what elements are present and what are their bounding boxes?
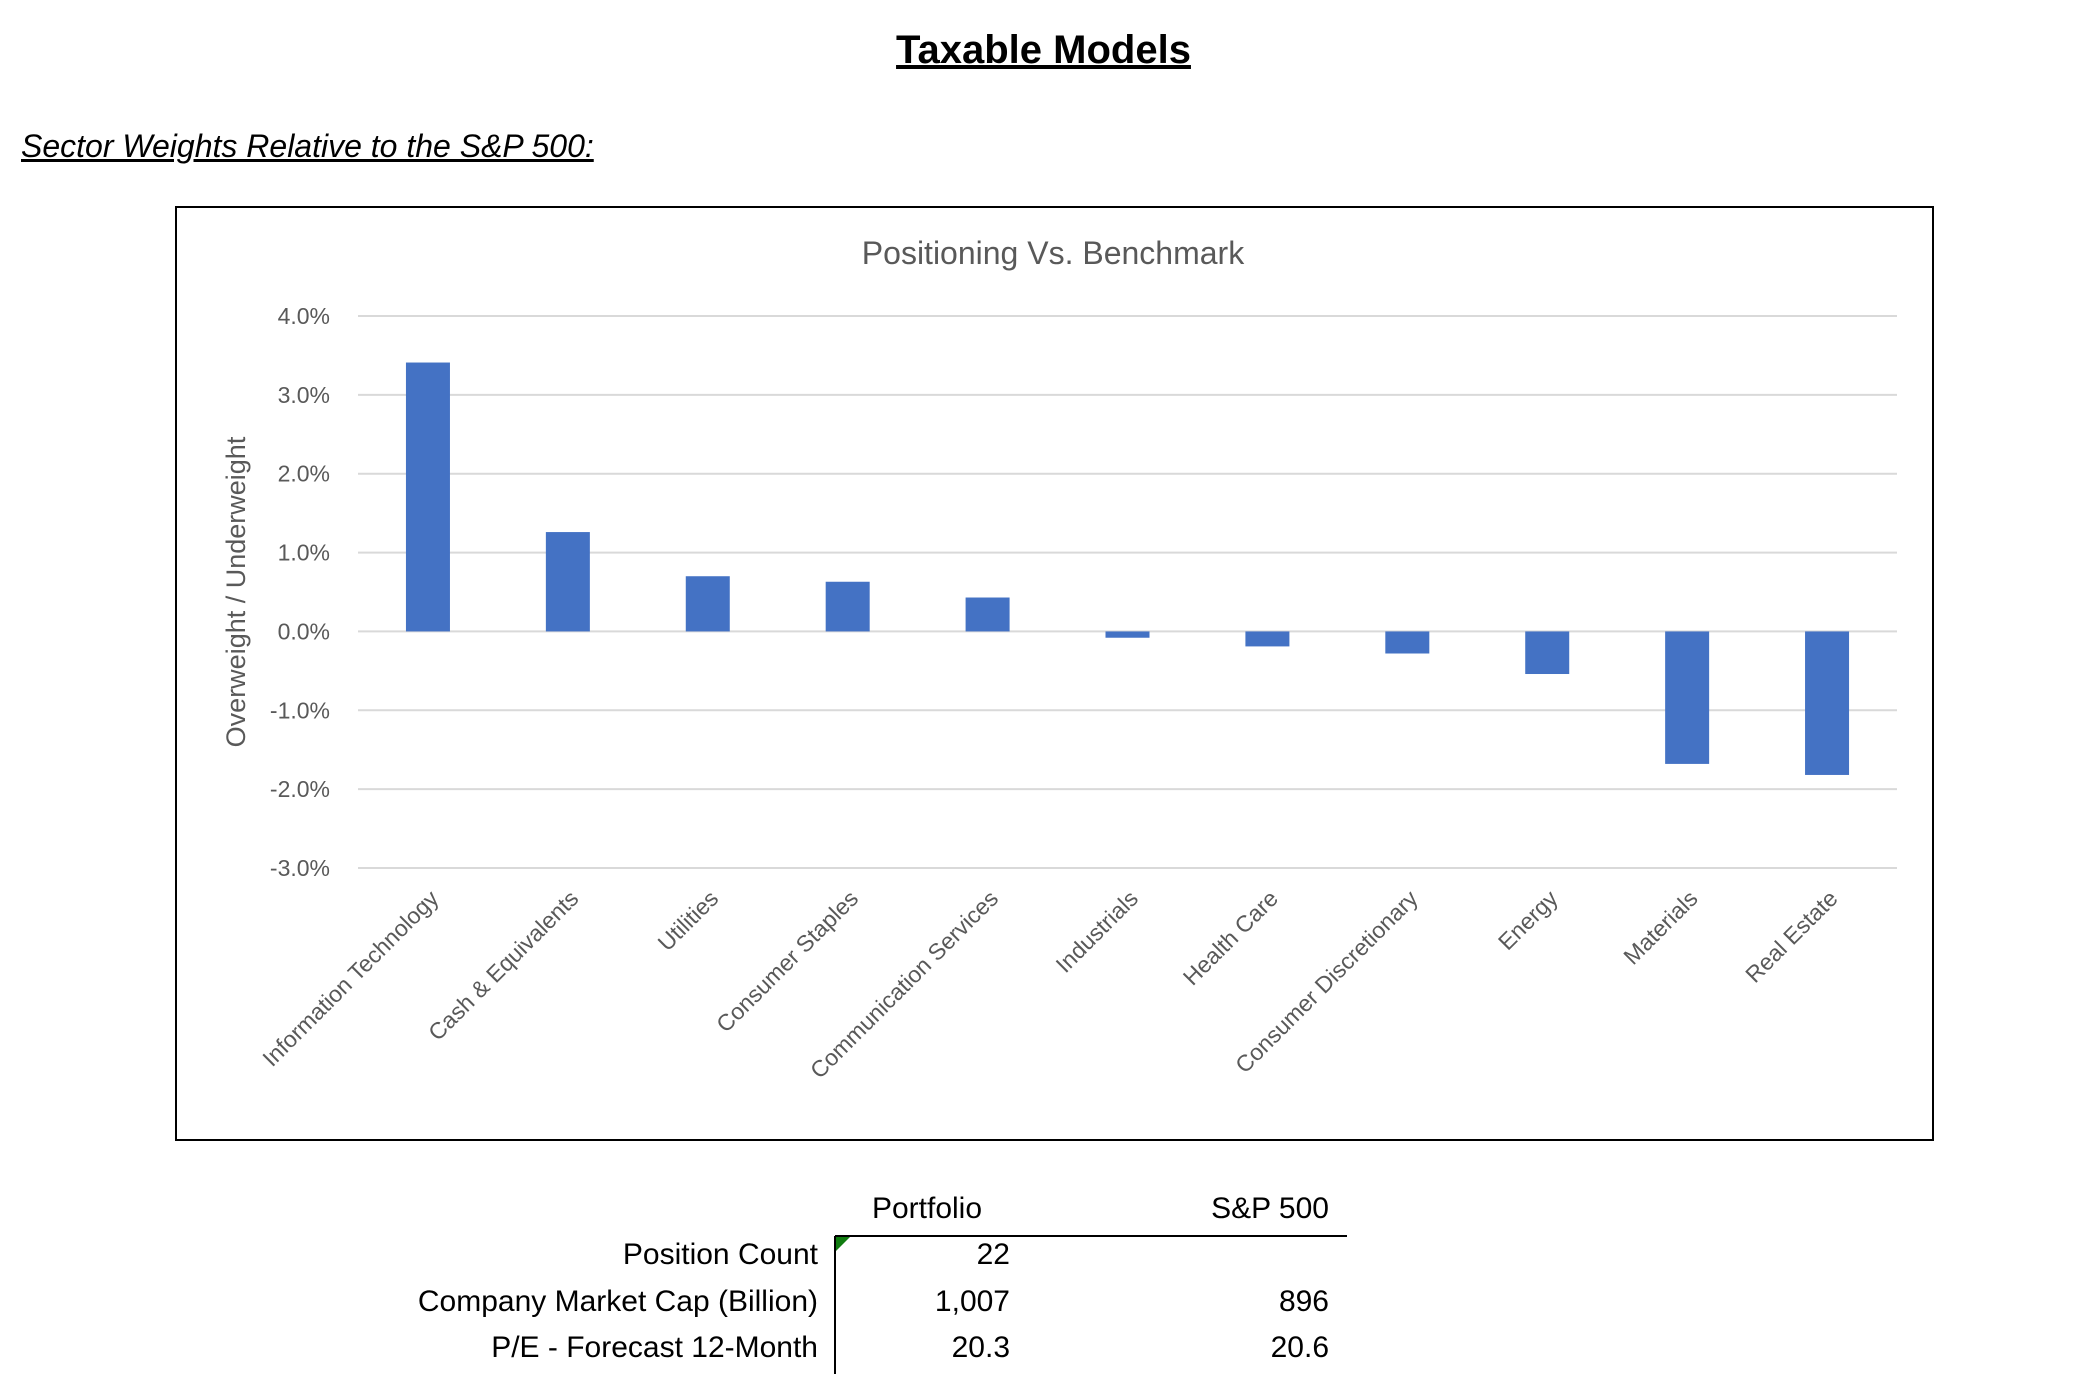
x-category-label: Energy [1493, 885, 1563, 955]
row-label-pe-forecast: P/E - Forecast 12-Month [491, 1331, 818, 1364]
x-category-label: Utilities [653, 885, 724, 956]
y-tick-label: -3.0% [270, 855, 330, 881]
bar [1245, 631, 1290, 647]
market-cap-portfolio: 1,007 [934, 1285, 1010, 1318]
bar [545, 532, 590, 632]
column-divider [834, 1236, 836, 1374]
bar [1385, 631, 1430, 654]
section-subtitle: Sector Weights Relative to the S&P 500: [21, 128, 594, 164]
pe-forecast-portfolio: 20.3 [951, 1331, 1010, 1364]
bar [1105, 631, 1150, 638]
bar [685, 576, 730, 632]
cell-comment-indicator-icon [836, 1237, 850, 1251]
x-category-label: Cash & Equivalents [423, 885, 583, 1045]
bar [1525, 631, 1570, 675]
y-tick-label: 3.0% [278, 382, 330, 408]
x-category-label: Information Technology [257, 885, 444, 1072]
row-label-market-cap: Company Market Cap (Billion) [417, 1285, 818, 1318]
y-tick-label: 0.0% [278, 618, 330, 644]
x-category-label: Real Estate [1740, 885, 1842, 987]
chart-title: Positioning Vs. Benchmark [862, 235, 1245, 271]
bar [1805, 631, 1850, 775]
y-tick-label: 1.0% [278, 540, 330, 566]
x-category-label: Health Care [1178, 885, 1283, 990]
x-category-label: Consumer Staples [711, 885, 863, 1037]
bar [965, 597, 1010, 632]
y-axis-label: Overweight / Underweight [221, 436, 251, 747]
position-count-portfolio: 22 [976, 1238, 1010, 1271]
row-label-position-count: Position Count [622, 1238, 818, 1271]
x-category-label: Industrials [1051, 885, 1144, 978]
chart-frame [175, 206, 1934, 1141]
bar [1665, 631, 1710, 764]
pe-forecast-sp500: 20.6 [1270, 1331, 1329, 1364]
x-category-label: Materials [1618, 885, 1702, 969]
y-tick-label: 4.0% [278, 303, 330, 329]
header-portfolio: Portfolio [871, 1192, 983, 1225]
market-cap-sp500: 896 [1278, 1285, 1329, 1318]
header-underline [835, 1235, 1347, 1237]
y-tick-label: 2.0% [278, 461, 330, 487]
page-title: Taxable Models [0, 28, 2087, 73]
header-sp500: S&P 500 [1211, 1192, 1329, 1225]
bar [825, 581, 870, 632]
bar [405, 362, 450, 632]
page-title-text: Taxable Models [896, 28, 1191, 72]
y-tick-label: -2.0% [270, 776, 330, 802]
y-tick-label: -1.0% [270, 697, 330, 723]
